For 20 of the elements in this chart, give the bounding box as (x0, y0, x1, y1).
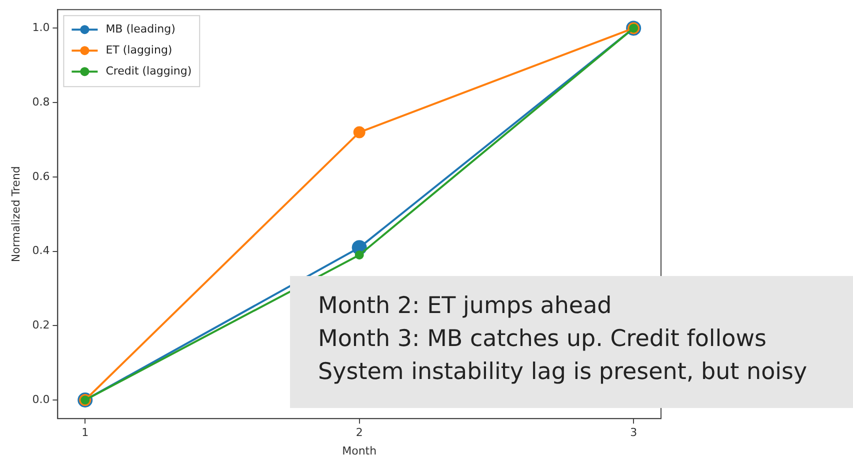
point (353, 126, 366, 138)
legend-label: MB (leading) (106, 22, 176, 36)
legend-label: Credit (lagging) (106, 64, 192, 78)
annotation: System instability lag is present, but noisy (318, 358, 808, 387)
annotation: Month 3: MB catches up. Credit follows (318, 325, 768, 354)
x-tick-label: 2 (356, 426, 363, 440)
y-tick-label: 1.0 (32, 21, 50, 34)
point (354, 250, 364, 260)
y-tick-label: 0.6 (32, 170, 50, 183)
legend-label: ET (lagging) (106, 43, 172, 56)
note-box: Month 2: ET jumps ahead Month 3: MB catches up. Credit follows System instability lag is present, but noisy (290, 276, 853, 408)
x-tick-label: 1 (82, 426, 89, 440)
y-tick-label: 0.0 (32, 392, 50, 406)
annotation: Month 2: ET jumps ahead (318, 292, 613, 321)
y-axis-title: Normalized Trend (9, 166, 22, 262)
y-tick-label: 0.4 (32, 244, 50, 258)
x-tick-label: 3 (630, 426, 638, 440)
x-axis-title: Month (342, 444, 377, 458)
y-tick-label: 0.2 (32, 318, 50, 332)
y-tick-label: 0.8 (32, 95, 50, 108)
